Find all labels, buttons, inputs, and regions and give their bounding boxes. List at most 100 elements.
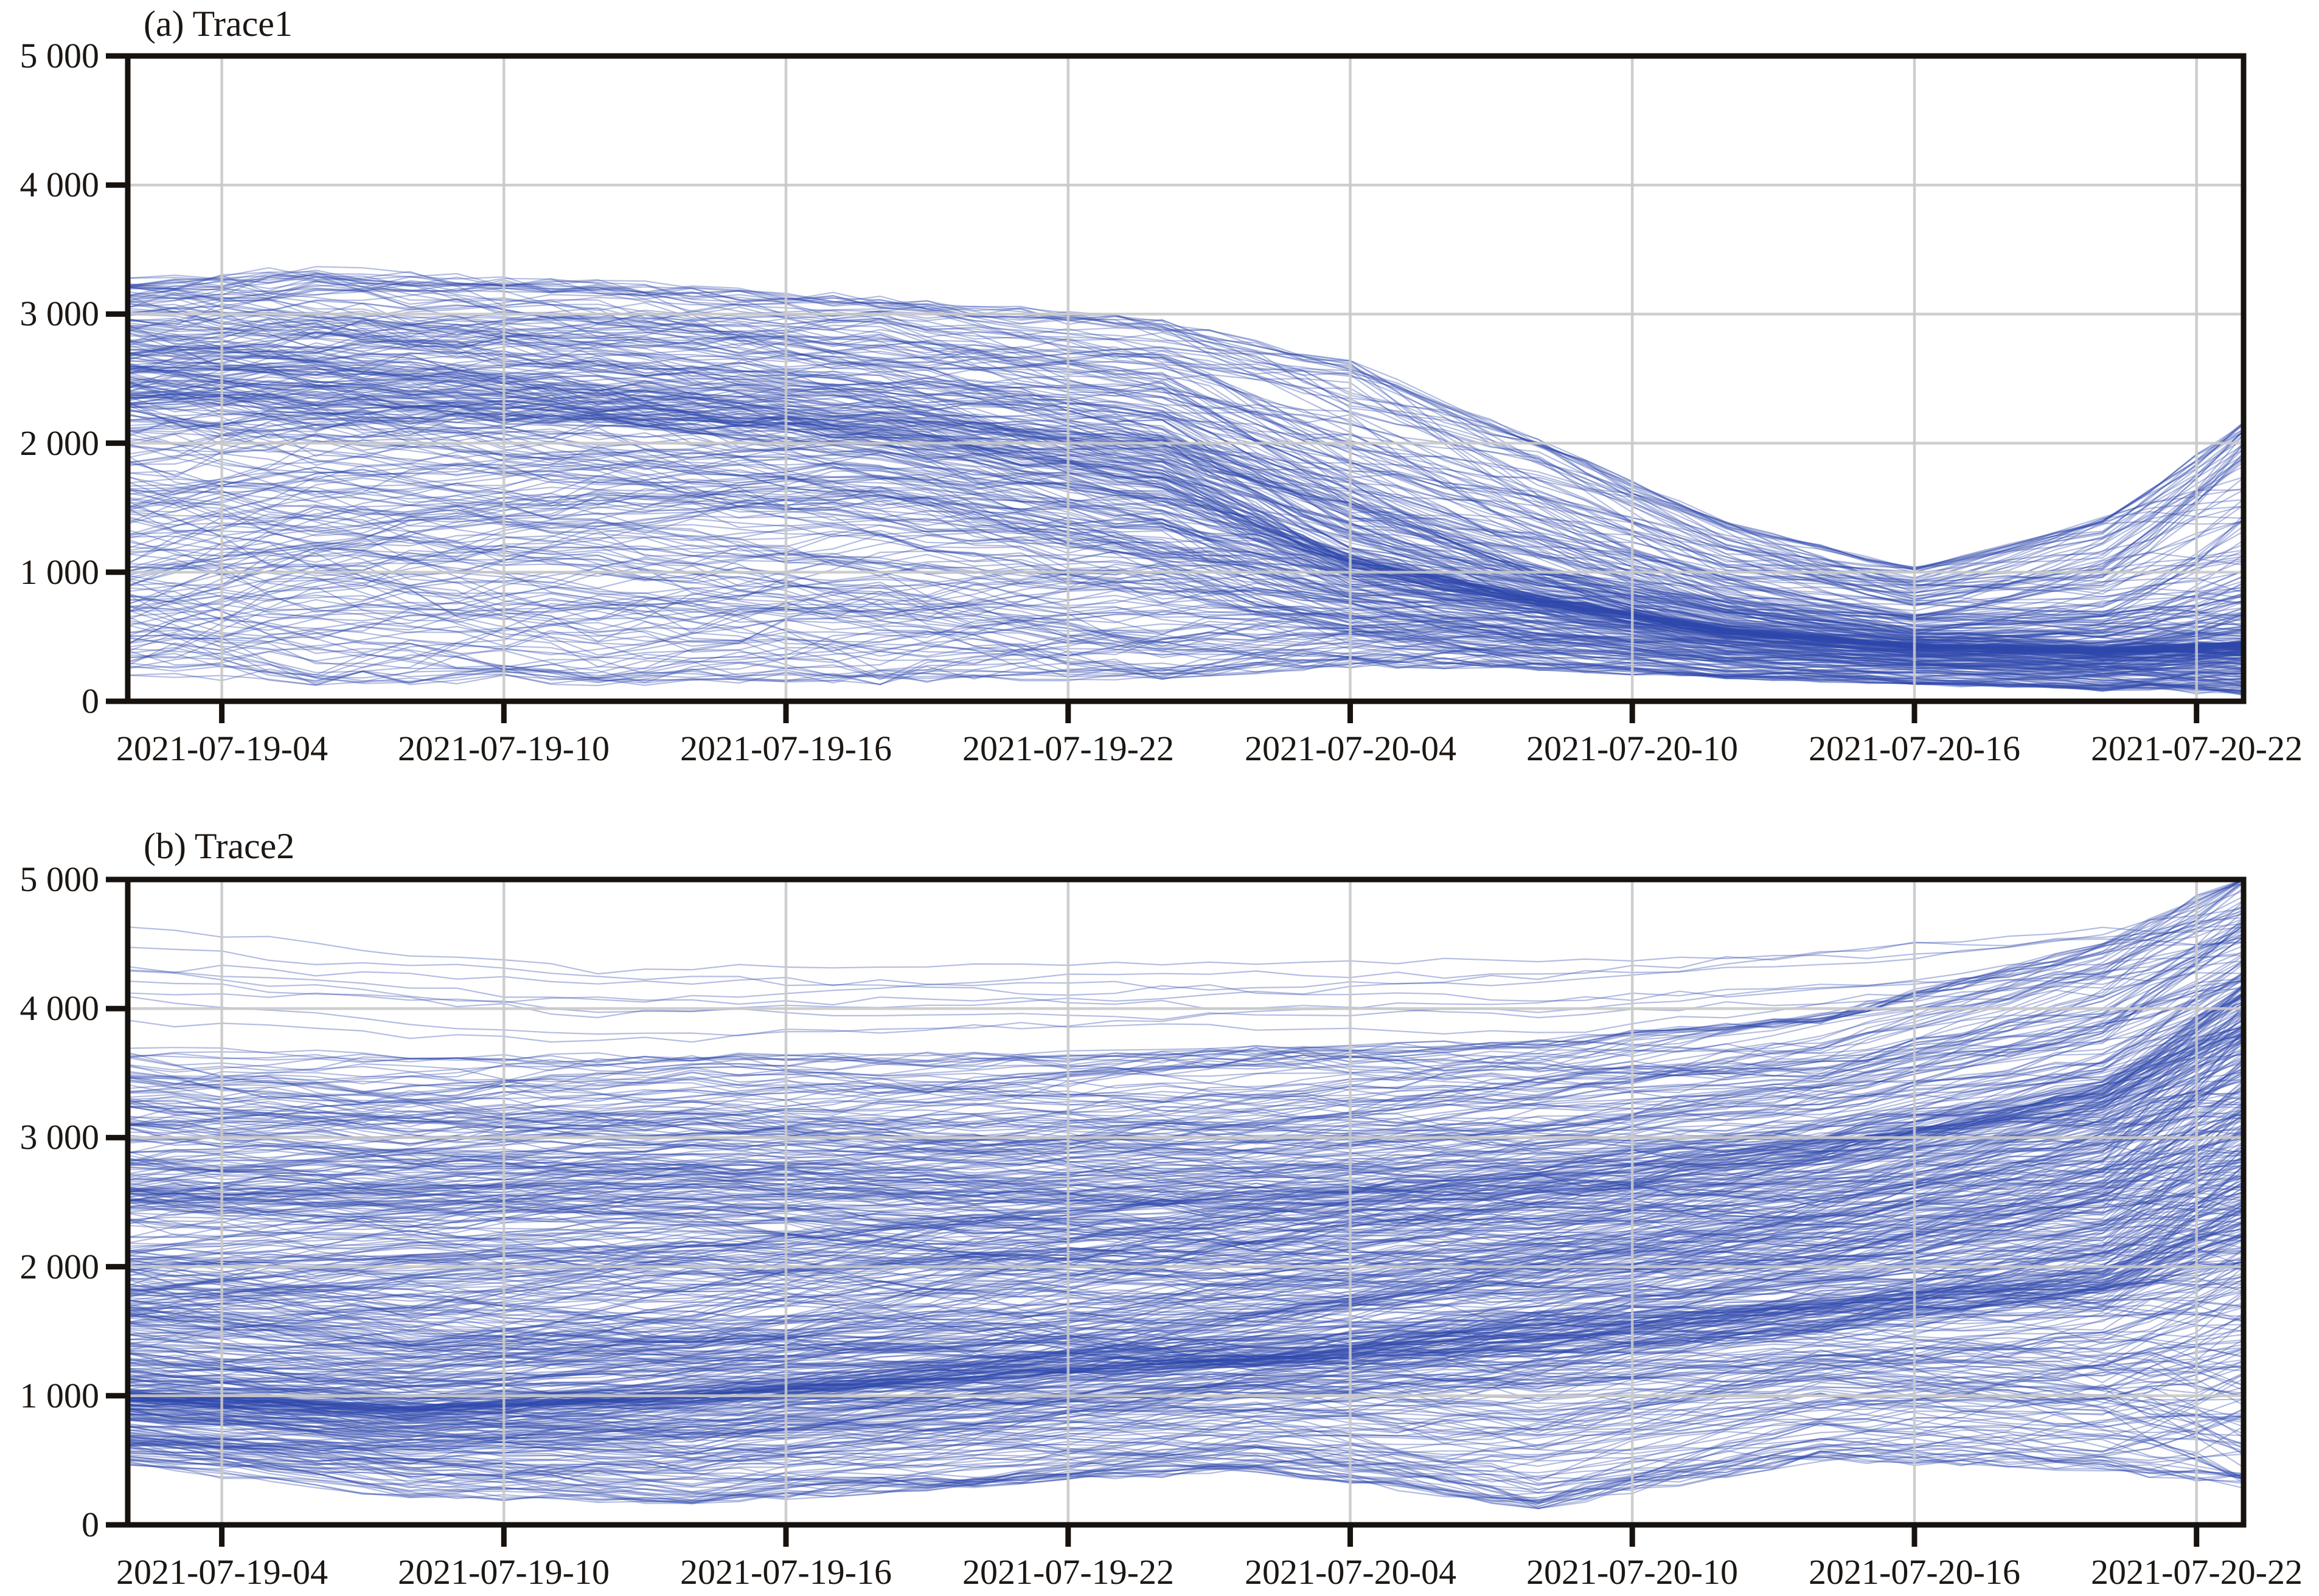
ensemble-trace — [127, 936, 2244, 1192]
ensemble-trace — [127, 1170, 2244, 1416]
ensemble-trace — [127, 307, 2244, 644]
ensemble-trace — [127, 1034, 2244, 1238]
ensemble-trace — [127, 505, 2244, 682]
ensemble-trace — [127, 1349, 2244, 1444]
ensemble-trace — [127, 1247, 2244, 1367]
ensemble-trace — [127, 1062, 2244, 1357]
ensemble-trace — [127, 1232, 2244, 1390]
ensemble-trace — [127, 1382, 2244, 1476]
ensemble-trace — [127, 346, 2244, 645]
ensemble-trace — [127, 1000, 2244, 1191]
ensemble-trace — [127, 372, 2244, 661]
ensemble-trace — [127, 1298, 2244, 1412]
ensemble-trace — [127, 412, 2244, 653]
ensemble-trace — [127, 1142, 2244, 1412]
ensemble-trace — [127, 1024, 2244, 1235]
ensemble-trace — [127, 1092, 2244, 1247]
ensemble-trace — [127, 550, 2244, 682]
ensemble-trace — [127, 1148, 2244, 1328]
ensemble-trace — [127, 1422, 2244, 1487]
ensemble-trace — [127, 900, 2244, 1168]
ensemble-trace — [127, 1228, 2244, 1384]
ensemble-trace — [127, 1071, 2244, 1198]
ensemble-trace — [127, 1306, 2244, 1421]
ensemble-trace — [127, 1336, 2244, 1455]
ensemble-trace — [127, 475, 2244, 671]
ensemble-trace — [127, 272, 2244, 569]
ensemble-trace — [127, 1367, 2244, 1428]
ensemble-trace — [127, 1027, 2244, 1131]
ensemble-trace — [127, 1180, 2244, 1401]
ensemble-trace — [127, 316, 2244, 616]
ensemble-trace — [127, 350, 2244, 620]
ensemble-trace — [127, 612, 2244, 682]
ensemble-trace — [127, 1015, 2244, 1280]
ensemble-trace — [127, 1094, 2244, 1202]
ensemble-trace — [127, 979, 2244, 1134]
ensemble-trace — [127, 505, 2244, 687]
ensemble-trace — [127, 1006, 2244, 1347]
ensemble-trace — [127, 1233, 2244, 1365]
ensemble-trace — [127, 412, 2244, 659]
ensemble-trace — [127, 393, 2244, 658]
ensemble-trace — [127, 1068, 2244, 1185]
ensemble-trace — [127, 1033, 2244, 1192]
ensemble-trace — [127, 406, 2244, 655]
ensemble-trace — [127, 936, 2244, 1036]
ensemble-trace — [127, 1251, 2244, 1407]
ensemble-trace — [127, 1161, 2244, 1380]
ensemble-trace — [127, 1030, 2244, 1218]
ensemble-trace — [127, 1049, 2244, 1251]
ensemble-trace — [127, 348, 2244, 634]
ensemble-trace — [127, 1204, 2244, 1366]
ensemble-trace — [127, 1238, 2244, 1367]
ensemble-trace — [127, 923, 2244, 1154]
ensemble-trace — [127, 624, 2244, 685]
ensemble-trace — [127, 394, 2244, 644]
ensemble-trace — [127, 1173, 2244, 1292]
ensemble-trace — [127, 595, 2244, 685]
ensemble-trace — [127, 280, 2244, 587]
ensemble-trace — [127, 1203, 2244, 1417]
ensemble-trace — [127, 1260, 2244, 1356]
ensemble-trace — [127, 1207, 2244, 1416]
ensemble-trace — [127, 387, 2244, 636]
ensemble-trace — [127, 281, 2244, 637]
ensemble-trace — [127, 356, 2244, 654]
ensemble-trace — [127, 1115, 2244, 1291]
ensemble-trace — [127, 1298, 2244, 1371]
x-tick-label: 2021-07-20-22 — [2091, 1552, 2303, 1592]
ensemble-trace — [127, 1400, 2244, 1504]
ensemble-trace — [127, 605, 2244, 659]
ensemble-trace — [127, 1200, 2244, 1410]
x-tick-label: 2021-07-19-22 — [962, 1552, 1174, 1592]
x-tick-label: 2021-07-19-10 — [398, 1552, 610, 1592]
ensemble-trace — [127, 381, 2244, 630]
ensemble-trace — [127, 1174, 2244, 1294]
ensemble-trace — [127, 1010, 2244, 1193]
ensemble-trace — [127, 375, 2244, 657]
ensemble-trace — [127, 1149, 2244, 1271]
ensemble-trace — [127, 567, 2244, 686]
ensemble-trace — [127, 917, 2244, 1105]
plot-spines — [125, 53, 2247, 704]
ensemble-trace — [127, 1112, 2244, 1379]
ensemble-trace — [127, 921, 2244, 1119]
ensemble-trace — [127, 1033, 2244, 1393]
ensemble-trace — [127, 1210, 2244, 1281]
ensemble-trace — [127, 1361, 2244, 1501]
ensemble-trace — [127, 1079, 2244, 1271]
ensemble-trace — [127, 1378, 2244, 1437]
ensemble-trace — [127, 290, 2244, 594]
ensemble-trace — [127, 410, 2244, 657]
ensemble-trace — [127, 984, 2244, 1404]
ensemble-trace — [127, 1301, 2244, 1434]
ensemble-trace — [127, 1266, 2244, 1441]
ensemble-trace — [127, 467, 2244, 655]
ensemble-trace — [127, 356, 2244, 648]
ensemble-trace — [127, 1012, 2244, 1353]
x-tick-label: 2021-07-19-16 — [680, 1552, 892, 1592]
ensemble-trace — [127, 477, 2244, 655]
ensemble-trace — [127, 881, 2244, 1143]
ensemble-trace — [127, 1277, 2244, 1438]
